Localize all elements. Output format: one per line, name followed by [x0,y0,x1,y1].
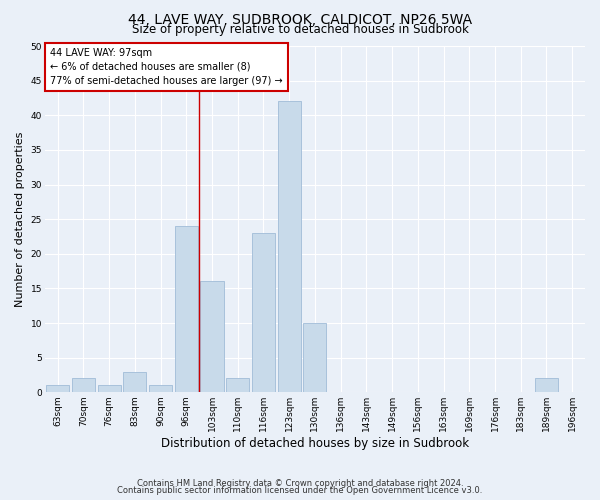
Bar [149,386,172,392]
Bar [226,378,250,392]
Bar [123,372,146,392]
Bar [200,282,224,393]
Y-axis label: Number of detached properties: Number of detached properties [15,132,25,307]
Bar [535,378,558,392]
Text: 44, LAVE WAY, SUDBROOK, CALDICOT, NP26 5WA: 44, LAVE WAY, SUDBROOK, CALDICOT, NP26 5… [128,12,472,26]
Bar [175,226,198,392]
Text: Contains HM Land Registry data © Crown copyright and database right 2024.: Contains HM Land Registry data © Crown c… [137,478,463,488]
Text: Contains public sector information licensed under the Open Government Licence v3: Contains public sector information licen… [118,486,482,495]
Bar [46,386,69,392]
Bar [252,233,275,392]
Bar [278,102,301,393]
Bar [98,386,121,392]
Bar [304,323,326,392]
X-axis label: Distribution of detached houses by size in Sudbrook: Distribution of detached houses by size … [161,437,469,450]
Bar [72,378,95,392]
Text: 44 LAVE WAY: 97sqm
← 6% of detached houses are smaller (8)
77% of semi-detached : 44 LAVE WAY: 97sqm ← 6% of detached hous… [50,48,283,86]
Text: Size of property relative to detached houses in Sudbrook: Size of property relative to detached ho… [131,22,469,36]
